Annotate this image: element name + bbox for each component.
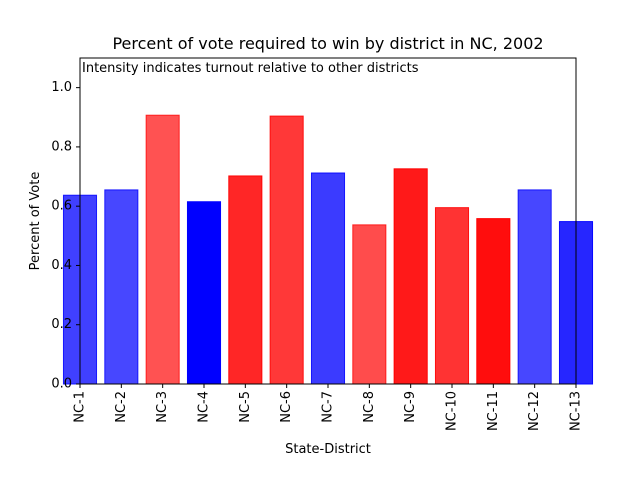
bar-nc-2: [104, 189, 139, 385]
bar-nc-5: [228, 175, 263, 385]
x-tick-label: NC-2: [114, 391, 129, 423]
y-axis: 0.0 0.2 0.4 0.6 0.8 1.0: [51, 80, 80, 392]
y-tick-label: 0.6: [51, 199, 72, 214]
y-axis-label: Percent of Vote: [28, 172, 43, 271]
x-tick-label: NC-10: [445, 391, 460, 431]
chart-annotation: Intensity indicates turnout relative to …: [82, 61, 419, 76]
bar-nc-10: [434, 207, 470, 385]
x-tick-label: NC-13: [569, 391, 584, 431]
y-tick-label: 0.0: [51, 377, 72, 392]
bars-group: [62, 114, 594, 385]
x-axis: NC-1 NC-2 NC-3 NC-4 NC-5 NC-6 NC-7 NC-8 NC-9 NC-1…: [73, 384, 584, 431]
x-tick-label: NC-11: [486, 391, 501, 431]
bar-nc-8: [352, 224, 387, 385]
x-tick-label: NC-6: [279, 391, 294, 423]
y-tick-label: 0.8: [51, 139, 72, 154]
x-tick-label: NC-5: [238, 391, 253, 423]
bar-nc-12: [517, 189, 552, 385]
y-tick-label: 0.2: [51, 317, 72, 332]
y-tick-label: 1.0: [51, 80, 72, 95]
x-axis-label: State-District: [285, 442, 371, 457]
plot-frame: [79, 57, 577, 385]
bar-nc-6: [269, 115, 304, 385]
x-tick-label: NC-3: [155, 391, 170, 423]
x-tick-label: NC-4: [197, 391, 212, 423]
x-tick-label: NC-8: [362, 391, 377, 423]
bar-nc-9: [393, 168, 428, 385]
chart-title: Percent of vote required to win by distr…: [112, 34, 543, 53]
x-tick-label: NC-1: [73, 391, 88, 423]
y-tick-label: 0.4: [51, 258, 72, 273]
bar-nc-7: [310, 172, 346, 385]
x-tick-label: NC-7: [321, 391, 336, 423]
x-tick-label: NC-9: [403, 391, 418, 423]
x-tick-label: NC-12: [527, 391, 542, 431]
bar-nc-3: [145, 114, 180, 385]
bar-nc-11: [476, 218, 511, 385]
bar-nc-4: [186, 201, 222, 385]
